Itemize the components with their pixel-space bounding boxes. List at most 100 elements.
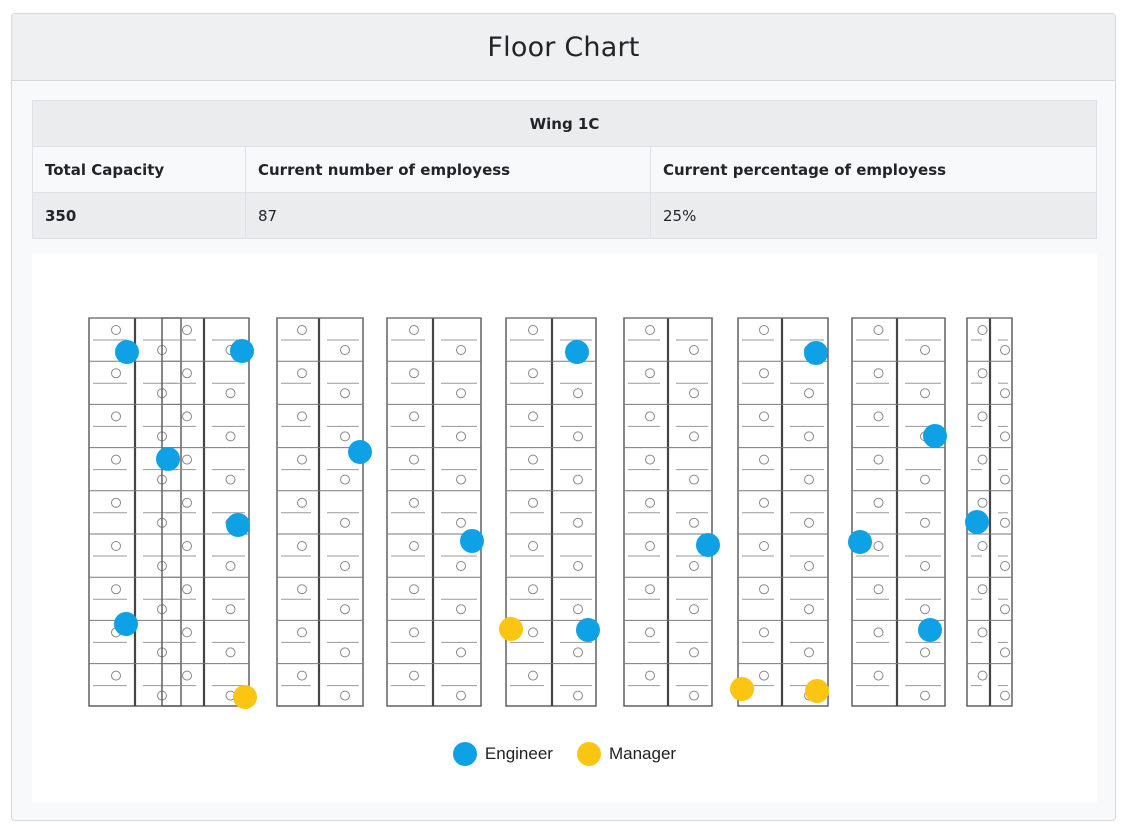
- chair-icon: [759, 454, 769, 465]
- chair-icon: [456, 345, 466, 355]
- chair-icon: [645, 497, 655, 508]
- engineer-marker: [114, 612, 138, 636]
- chair-icon: [111, 411, 121, 422]
- chair-icon: [1000, 690, 1010, 701]
- chair-icon: [340, 561, 350, 571]
- engineer-marker: [923, 424, 947, 448]
- page-title: Floor Chart: [487, 31, 640, 63]
- chair-icon: [977, 368, 988, 379]
- chair-icon: [873, 670, 884, 681]
- engineer-marker: [565, 340, 589, 364]
- chair-icon: [573, 690, 583, 701]
- chair-icon: [340, 647, 350, 658]
- engineer-marker: [348, 440, 372, 464]
- chair-icon: [297, 411, 307, 422]
- chair-icon: [573, 517, 583, 528]
- chair-icon: [977, 454, 988, 465]
- chair-icon: [920, 647, 930, 658]
- employee-count-value: 87: [245, 192, 651, 239]
- chair-icon: [689, 345, 699, 355]
- chair-icon: [645, 411, 655, 422]
- chair-icon: [759, 627, 769, 638]
- chair-icon: [111, 670, 121, 681]
- chair-icon: [1000, 474, 1010, 485]
- chair-icon: [804, 647, 814, 658]
- chair-icon: [111, 454, 121, 465]
- chair-icon: [297, 541, 307, 551]
- column-header-total-capacity: Total Capacity: [32, 146, 246, 193]
- chair-icon: [182, 627, 192, 638]
- chair-icon: [340, 604, 350, 615]
- chair-icon: [920, 345, 930, 355]
- chair-icon: [340, 690, 350, 701]
- chair-icon: [409, 411, 419, 422]
- manager-marker: [233, 685, 257, 709]
- chair-icon: [759, 584, 769, 595]
- chair-icon: [182, 584, 192, 595]
- chair-icon: [1000, 647, 1010, 658]
- chair-icon: [804, 474, 814, 485]
- floor-plan-panel: Engineer Manager: [32, 254, 1097, 802]
- chair-icon: [873, 627, 884, 638]
- chair-icon: [1000, 604, 1010, 615]
- chair-icon: [340, 431, 350, 442]
- chair-icon: [297, 497, 307, 508]
- chair-icon: [528, 325, 538, 335]
- chair-icon: [645, 541, 655, 551]
- chair-icon: [689, 690, 699, 701]
- chair-icon: [528, 670, 538, 681]
- chair-icon: [573, 431, 583, 442]
- legend-item-engineer: Engineer: [452, 742, 553, 766]
- chair-icon: [456, 561, 466, 571]
- chair-icon: [873, 368, 884, 379]
- chair-icon: [920, 474, 930, 485]
- chair-icon: [340, 388, 350, 399]
- chair-icon: [1000, 345, 1010, 355]
- chair-icon: [689, 604, 699, 615]
- chair-icon: [873, 497, 884, 508]
- chair-icon: [689, 388, 699, 399]
- chair-icon: [456, 604, 466, 615]
- total-capacity-value: 350: [32, 192, 246, 239]
- chair-icon: [225, 604, 236, 615]
- chair-icon: [1000, 388, 1010, 399]
- chair-icon: [456, 474, 466, 485]
- chair-icon: [456, 647, 466, 658]
- chair-icon: [528, 368, 538, 379]
- chair-icon: [528, 454, 538, 465]
- chair-icon: [759, 541, 769, 551]
- chair-icon: [873, 584, 884, 595]
- floor-plan: [88, 317, 1013, 709]
- chair-icon: [573, 604, 583, 615]
- legend-manager-label: Manager: [608, 744, 677, 763]
- manager-marker: [499, 617, 523, 641]
- chair-icon: [225, 388, 236, 399]
- chair-icon: [759, 497, 769, 508]
- card-header: Floor Chart: [12, 14, 1115, 81]
- chair-icon: [111, 497, 121, 508]
- chair-icon: [977, 325, 988, 335]
- engineer-marker: [918, 618, 942, 642]
- chair-icon: [182, 541, 192, 551]
- chair-icon: [759, 670, 769, 681]
- chair-icon: [340, 474, 350, 485]
- legend-item-manager: Manager: [576, 742, 677, 766]
- chair-icon: [920, 517, 930, 528]
- chair-icon: [645, 454, 655, 465]
- engineer-marker: [576, 618, 600, 642]
- chair-icon: [409, 368, 419, 379]
- chair-icon: [977, 627, 988, 638]
- manager-marker: [805, 679, 829, 703]
- legend: Engineer Manager: [32, 742, 1097, 766]
- chair-icon: [920, 561, 930, 571]
- chair-icon: [1000, 431, 1010, 442]
- chair-icon: [182, 368, 192, 379]
- chair-icon: [1000, 517, 1010, 528]
- engineer-marker: [230, 339, 254, 363]
- chair-icon: [977, 497, 988, 508]
- chair-icon: [920, 604, 930, 615]
- chair-icon: [111, 584, 121, 595]
- chair-icon: [225, 561, 236, 571]
- chair-icon: [182, 411, 192, 422]
- chair-icon: [920, 690, 930, 701]
